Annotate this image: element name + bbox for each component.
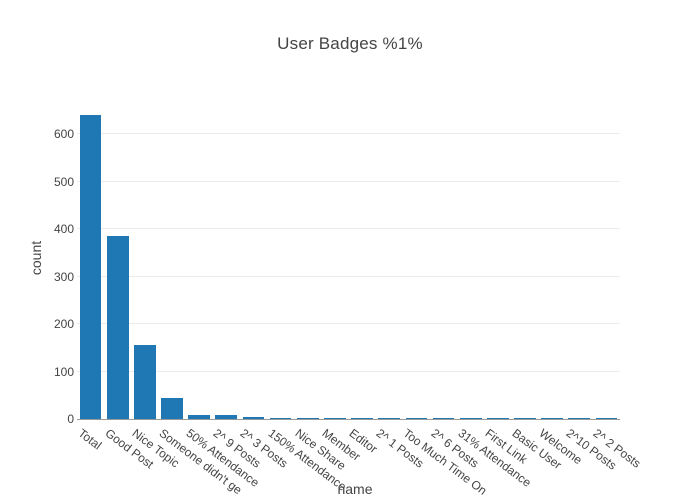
y-tick-label: 200 [53, 317, 74, 331]
gridline [77, 228, 620, 229]
y-tick-label: 400 [53, 222, 74, 236]
bar[interactable] [351, 418, 373, 419]
x-tick-label: Total [75, 426, 104, 453]
bar[interactable] [79, 115, 102, 419]
bar[interactable] [215, 415, 238, 419]
bar[interactable] [242, 417, 265, 419]
bar[interactable] [405, 418, 428, 419]
bar[interactable] [134, 345, 156, 419]
gridline [77, 275, 620, 277]
gridline [77, 323, 620, 324]
plot-area[interactable] [77, 97, 620, 420]
x-axis-line [77, 419, 620, 420]
bar[interactable] [324, 418, 346, 419]
gridline [77, 370, 620, 372]
bar[interactable] [432, 418, 455, 419]
x-axis-title: name [337, 481, 373, 497]
bar[interactable] [541, 418, 563, 419]
bar[interactable] [296, 418, 319, 419]
bar[interactable] [161, 397, 183, 419]
bar[interactable] [378, 418, 401, 419]
gridline [77, 180, 620, 182]
bar[interactable] [568, 418, 591, 419]
bar[interactable] [595, 418, 618, 419]
bar[interactable] [188, 414, 210, 419]
gridline [77, 133, 620, 134]
y-tick-label: 300 [53, 269, 74, 284]
bar[interactable] [514, 418, 536, 419]
bar[interactable] [269, 418, 292, 419]
y-axis-title: count [28, 240, 44, 276]
y-tick-label: 500 [53, 174, 74, 189]
chart-title: User Badges %1% [277, 34, 423, 53]
y-tick-label: 600 [53, 127, 74, 141]
y-tick-label: 100 [53, 364, 74, 379]
bar[interactable] [106, 236, 129, 419]
bar[interactable] [486, 418, 509, 419]
y-tick-label: 0 [67, 412, 74, 426]
bar[interactable] [459, 418, 482, 419]
